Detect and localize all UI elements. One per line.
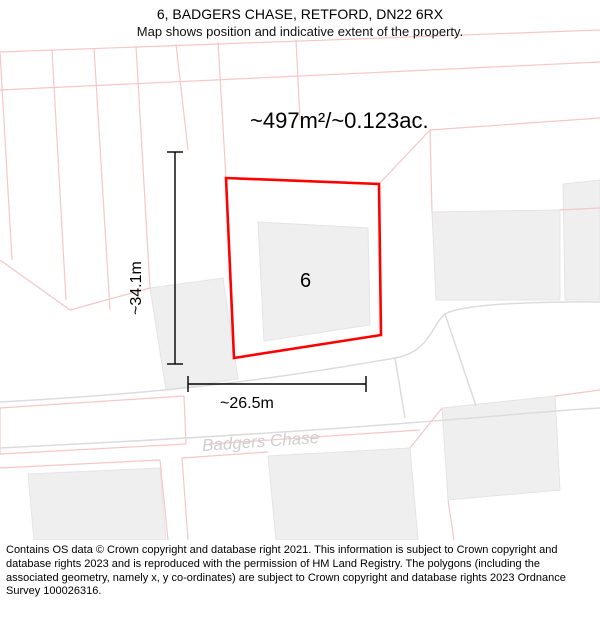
building bbox=[268, 448, 418, 540]
area-label: ~497m²/~0.123ac. bbox=[250, 108, 429, 134]
building bbox=[258, 222, 370, 341]
page-title: 6, BADGERS CHASE, RETFORD, DN22 6RX bbox=[0, 6, 600, 22]
building bbox=[432, 210, 560, 300]
plot-number: 6 bbox=[300, 270, 311, 293]
page-subtitle: Map shows position and indicative extent… bbox=[0, 24, 600, 39]
copyright-text: Contains OS data © Crown copyright and d… bbox=[6, 544, 594, 599]
building bbox=[150, 278, 238, 390]
width-label: ~26.5m bbox=[220, 395, 274, 413]
building bbox=[563, 180, 600, 300]
building bbox=[28, 468, 166, 540]
height-label: ~34.1m bbox=[128, 261, 146, 315]
